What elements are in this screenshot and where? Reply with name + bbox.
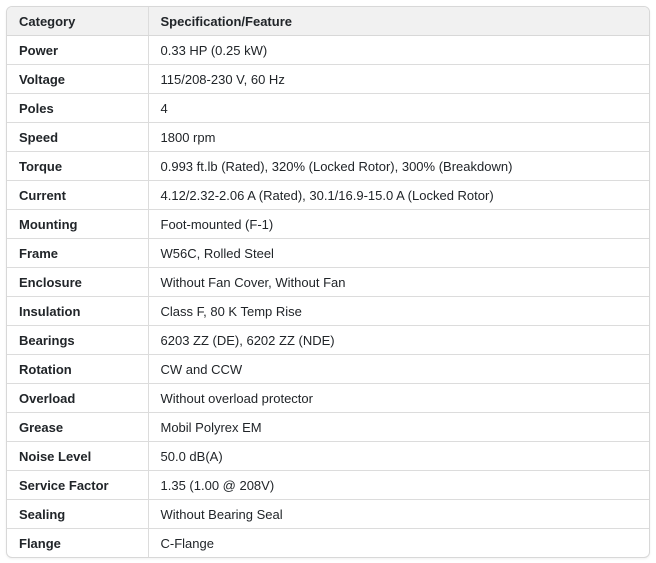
category-cell: Frame [7, 238, 149, 268]
table-row: Flange C-Flange [7, 528, 649, 557]
category-cell: Flange [7, 528, 149, 557]
table-row: Overload Without overload protector [7, 383, 649, 413]
category-cell: Poles [7, 93, 149, 123]
spec-table: Category Specification/Feature Power 0.33… [7, 7, 649, 557]
table-row: Current 4.12/2.32-2.06 A (Rated), 30.1/16… [7, 180, 649, 210]
header-row: Category Specification/Feature [7, 7, 649, 36]
category-cell: Speed [7, 122, 149, 152]
table-row: Bearings 6203 ZZ (DE), 6202 ZZ (NDE) [7, 325, 649, 355]
value-cell: Without Fan Cover, Without Fan [148, 267, 649, 297]
category-cell: Rotation [7, 354, 149, 384]
value-cell: Without Bearing Seal [148, 499, 649, 529]
category-cell: Overload [7, 383, 149, 413]
value-cell: 0.993 ft.lb (Rated), 320% (Locked Rotor)… [148, 151, 649, 181]
value-cell: Mobil Polyrex EM [148, 412, 649, 442]
table-row: Mounting Foot-mounted (F-1) [7, 209, 649, 239]
category-cell: Power [7, 35, 149, 65]
column-header-category: Category [7, 7, 149, 36]
table-row: Service Factor 1.35 (1.00 @ 208V) [7, 470, 649, 500]
table-row: Voltage 115/208-230 V, 60 Hz [7, 64, 649, 94]
value-cell: 4 [148, 93, 649, 123]
table-row: Noise Level 50.0 dB(A) [7, 441, 649, 471]
value-cell: Class F, 80 K Temp Rise [148, 296, 649, 326]
category-cell: Service Factor [7, 470, 149, 500]
table-row: Rotation CW and CCW [7, 354, 649, 384]
category-cell: Sealing [7, 499, 149, 529]
table-row: Grease Mobil Polyrex EM [7, 412, 649, 442]
category-cell: Enclosure [7, 267, 149, 297]
category-cell: Noise Level [7, 441, 149, 471]
value-cell: 115/208-230 V, 60 Hz [148, 64, 649, 94]
spec-table-container: Category Specification/Feature Power 0.33… [6, 6, 650, 558]
value-cell: CW and CCW [148, 354, 649, 384]
table-row: Power 0.33 HP (0.25 kW) [7, 35, 649, 65]
value-cell: 4.12/2.32-2.06 A (Rated), 30.1/16.9-15.0… [148, 180, 649, 210]
table-row: Sealing Without Bearing Seal [7, 499, 649, 529]
value-cell: Without overload protector [148, 383, 649, 413]
category-cell: Torque [7, 151, 149, 181]
category-cell: Bearings [7, 325, 149, 355]
table-row: Torque 0.993 ft.lb (Rated), 320% (Locked … [7, 151, 649, 181]
value-cell: 1.35 (1.00 @ 208V) [148, 470, 649, 500]
value-cell: W56C, Rolled Steel [148, 238, 649, 268]
table-row: Poles 4 [7, 93, 649, 123]
value-cell: 6203 ZZ (DE), 6202 ZZ (NDE) [148, 325, 649, 355]
value-cell: 1800 rpm [148, 122, 649, 152]
category-cell: Grease [7, 412, 149, 442]
table-row: Insulation Class F, 80 K Temp Rise [7, 296, 649, 326]
category-cell: Voltage [7, 64, 149, 94]
category-cell: Insulation [7, 296, 149, 326]
table-row: Frame W56C, Rolled Steel [7, 238, 649, 268]
value-cell: 50.0 dB(A) [148, 441, 649, 471]
category-cell: Mounting [7, 209, 149, 239]
category-cell: Current [7, 180, 149, 210]
table-row: Speed 1800 rpm [7, 122, 649, 152]
value-cell: 0.33 HP (0.25 kW) [148, 35, 649, 65]
table-row: Enclosure Without Fan Cover, Without Fan [7, 267, 649, 297]
table-body: Power 0.33 HP (0.25 kW) Voltage 115/208-230… [7, 35, 649, 557]
column-header-specification: Specification/Feature [148, 7, 649, 36]
value-cell: Foot-mounted (F-1) [148, 209, 649, 239]
value-cell: C-Flange [160, 535, 214, 551]
